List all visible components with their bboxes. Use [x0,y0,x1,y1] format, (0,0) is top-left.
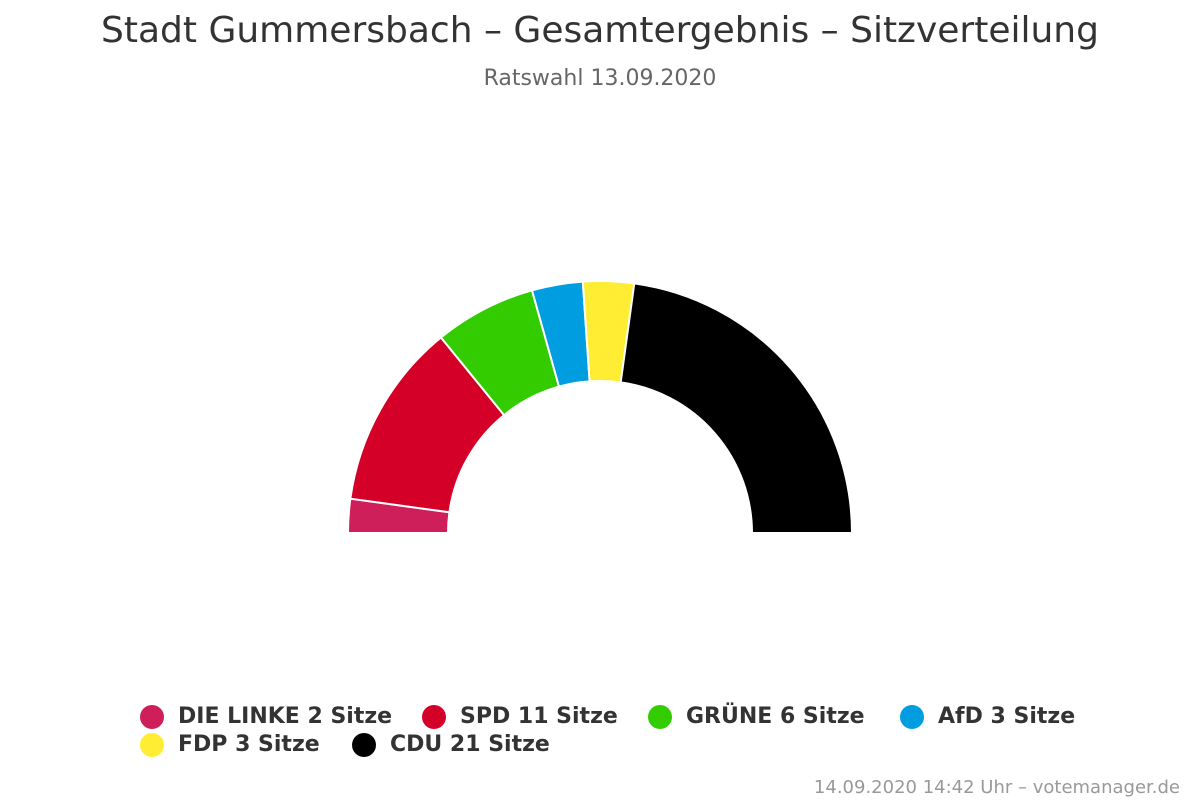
legend-label: SPD 11 Sitze [460,704,618,729]
chart-subtitle: Ratswahl 13.09.2020 [483,66,717,91]
legend-label: CDU 21 Sitze [390,732,550,757]
legend-symbol [422,704,446,729]
legend-symbol [140,732,164,757]
legend-symbol [648,704,672,729]
legend-item-afd[interactable]: AfD 3 Sitze [900,704,1075,729]
legend-item-die-linke[interactable]: DIE LINKE 2 Sitze [140,704,392,729]
legend-item-gr-ne[interactable]: GRÜNE 6 Sitze [648,704,865,729]
legend-symbol [352,732,376,757]
chart-title: Stadt Gummersbach – Gesamtergebnis – Sit… [101,10,1099,51]
legend-item-spd[interactable]: SPD 11 Sitze [422,704,618,729]
legend-label: DIE LINKE 2 Sitze [178,704,393,729]
legend-symbol [900,704,924,729]
legend-item-cdu[interactable]: CDU 21 Sitze [352,732,550,757]
legend-label: FDP 3 Sitze [178,732,320,757]
credits-text[interactable]: 14.09.2020 14:42 Uhr – votemanager.de [813,777,1180,798]
legend-item-fdp[interactable]: FDP 3 Sitze [140,732,320,757]
legend-symbol [140,704,164,729]
legend-label: AfD 3 Sitze [938,704,1076,729]
legend-label: GRÜNE 6 Sitze [686,704,865,729]
slice-cdu[interactable] [619,282,853,534]
